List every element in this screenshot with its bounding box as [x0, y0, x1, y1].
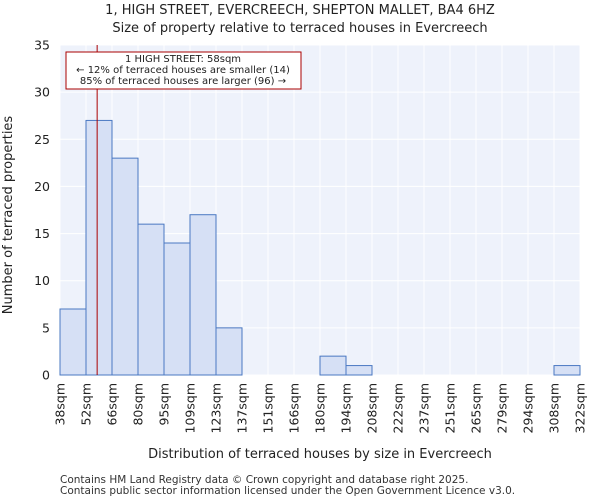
- y-tick-label: 5: [42, 320, 50, 335]
- y-tick-label: 30: [34, 85, 50, 100]
- x-tick-label: 237sqm: [417, 383, 432, 433]
- x-tick-label: 38sqm: [53, 383, 68, 426]
- x-tick-label: 294sqm: [521, 383, 536, 433]
- bar: [59, 308, 87, 376]
- x-tick-label: 251sqm: [443, 383, 458, 433]
- y-tick-label: 15: [34, 226, 50, 241]
- chart-title-line2: Size of property relative to terraced ho…: [112, 21, 487, 36]
- bar: [111, 157, 139, 376]
- annotation-line1: 1 HIGH STREET: 58sqm: [125, 54, 241, 65]
- bars: [59, 119, 581, 376]
- x-tick-label: 265sqm: [469, 383, 484, 433]
- footer-line2: Contains public sector information licen…: [60, 485, 515, 497]
- x-tick-label: 194sqm: [339, 383, 354, 433]
- x-tick-label: 80sqm: [131, 383, 146, 426]
- annotation-frame: [65, 51, 302, 90]
- x-tick-label: 166sqm: [287, 383, 302, 433]
- bar: [189, 214, 217, 376]
- x-axis-label: Distribution of terraced houses by size …: [148, 447, 492, 462]
- y-axis-ticks: 0 5 10 15 20 25 30 35: [34, 38, 50, 383]
- x-tick-label: 322sqm: [573, 383, 588, 433]
- x-axis-ticks: 38sqm 52sqm 66sqm 80sqm 95sqm 109sqm 123sqm 137…: [53, 383, 588, 433]
- y-tick-label: 20: [34, 179, 50, 194]
- bar: [345, 365, 373, 376]
- x-tick-label: 123sqm: [209, 383, 224, 433]
- y-tick-label: 10: [34, 273, 50, 288]
- bar: [319, 355, 347, 376]
- x-tick-label: 66sqm: [105, 383, 120, 426]
- x-tick-label: 308sqm: [547, 383, 562, 433]
- chart-title-line1: 1, HIGH STREET, EVERCREECH, SHEPTON MALL…: [105, 3, 495, 18]
- x-tick-label: 137sqm: [235, 383, 250, 433]
- x-tick-label: 109sqm: [183, 383, 198, 433]
- annotation-line2: ← 12% of terraced houses are smaller (14…: [76, 65, 290, 76]
- x-tick-label: 222sqm: [391, 383, 406, 433]
- x-tick-label: 52sqm: [79, 383, 94, 426]
- y-tick-label: 0: [42, 368, 50, 383]
- footer-line1: Contains HM Land Registry data © Crown c…: [60, 474, 468, 486]
- y-axis-label: Number of terraced properties: [1, 116, 16, 315]
- bar: [163, 242, 191, 376]
- bar: [215, 327, 243, 376]
- y-tick-label: 25: [34, 132, 50, 147]
- bar: [137, 223, 165, 376]
- x-tick-label: 95sqm: [157, 383, 172, 426]
- x-tick-label: 208sqm: [365, 383, 380, 433]
- x-tick-label: 180sqm: [313, 383, 328, 433]
- bar: [85, 119, 113, 376]
- x-tick-label: 151sqm: [261, 383, 276, 433]
- y-tick-label: 35: [34, 38, 50, 53]
- bar: [553, 365, 581, 376]
- x-tick-label: 279sqm: [495, 383, 510, 433]
- annotation-line3: 85% of terraced houses are larger (96) →: [80, 76, 286, 87]
- annotation-box: 1 HIGH STREET: 58sqm ← 12% of terraced h…: [65, 51, 302, 90]
